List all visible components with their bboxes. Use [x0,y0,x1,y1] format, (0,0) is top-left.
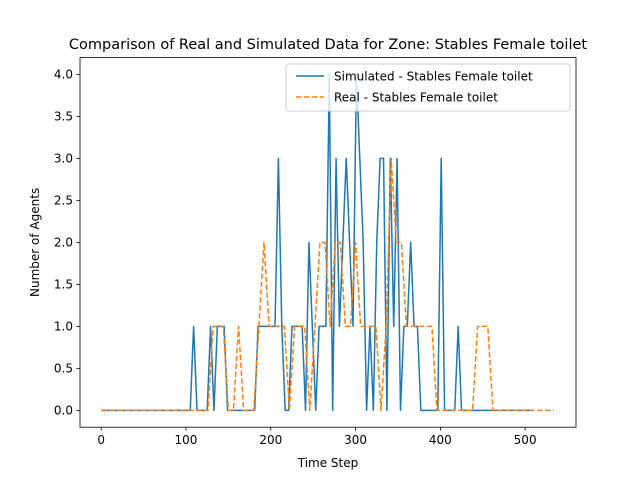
x-axis-label: Time Step [297,456,359,470]
y-tick-label: 3.5 [54,110,73,124]
y-tick-label: 1.5 [54,278,73,292]
legend: Simulated - Stables Female toilet Real -… [285,63,571,112]
legend-simulated-label: Simulated - Stables Female toilet [334,70,533,84]
y-axis: 0.0 0.5 1.0 1.5 2.0 2.5 3.0 3.5 4.0 [54,68,80,418]
x-tick-label: 100 [175,433,198,447]
y-tick-label: 0.5 [54,362,73,376]
y-tick-label: 2.0 [54,236,73,250]
y-tick-label: 2.5 [54,194,73,208]
y-tick-label: 4.0 [54,68,73,82]
y-axis-label: Number of Agents [28,188,42,297]
y-tick-label: 0.0 [54,404,73,418]
y-tick-label: 3.0 [54,152,73,166]
x-tick-label: 300 [344,433,367,447]
x-axis: 0 100 200 300 400 500 [97,427,537,447]
y-tick-label: 1.0 [54,320,73,334]
series-real-line [101,157,554,412]
legend-box [285,63,571,112]
x-tick-label: 200 [259,433,282,447]
x-tick-label: 0 [97,433,105,447]
x-tick-label: 500 [514,433,537,447]
plot-area [101,73,554,412]
chart-title: Comparison of Real and Simulated Data fo… [69,37,587,53]
x-tick-label: 400 [429,433,452,447]
legend-real-label: Real - Stables Female toilet [334,91,498,105]
